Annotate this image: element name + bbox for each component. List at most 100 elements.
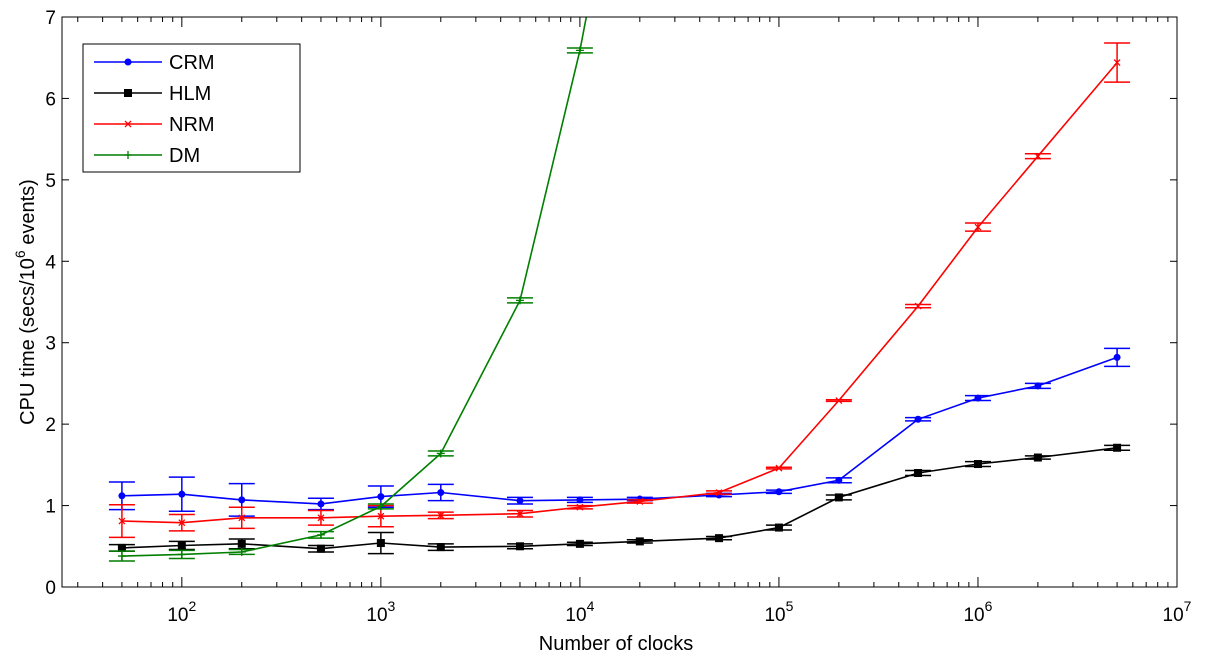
data-point-nrm xyxy=(715,489,723,497)
y-tick-label: 4 xyxy=(45,252,56,273)
data-point-nrm xyxy=(317,514,325,522)
x-tick-label: 104 xyxy=(565,598,594,626)
data-point-dm xyxy=(376,502,385,511)
x-tick-label: 106 xyxy=(963,598,992,626)
data-point-crm xyxy=(1034,382,1042,390)
data-point-hlm xyxy=(774,523,783,532)
data-point-crm xyxy=(1113,353,1121,361)
data-point-crm xyxy=(178,490,186,498)
plot-frame xyxy=(61,16,1178,588)
data-point-nrm xyxy=(1034,152,1042,160)
series-line-nrm xyxy=(121,62,1118,524)
y-tick-label: 0 xyxy=(45,578,56,599)
data-point-nrm xyxy=(775,464,783,472)
data-point-crm xyxy=(118,492,126,500)
x-tick-label: 103 xyxy=(366,598,395,626)
y-tick-label: 5 xyxy=(45,171,56,192)
x-tick-label: 105 xyxy=(764,598,793,626)
legend-label-crm: CRM xyxy=(169,52,215,74)
data-point-nrm xyxy=(118,517,126,525)
data-point-nrm xyxy=(974,223,982,231)
x-tick-label-base: 10 xyxy=(565,605,586,626)
data-point-nrm xyxy=(636,498,644,505)
x-axis-title: Number of clocks xyxy=(539,633,694,655)
data-point-hlm xyxy=(715,534,724,543)
legend-box xyxy=(82,43,301,173)
data-point-dm xyxy=(515,296,524,305)
data-point-crm xyxy=(317,500,325,508)
data-point-crm xyxy=(377,493,385,501)
x-tick-label-base: 10 xyxy=(963,605,984,626)
data-point-nrm xyxy=(914,302,922,310)
y-axis-title: CPU time (secs/106 events) xyxy=(12,179,39,425)
data-point-nrm xyxy=(178,519,186,527)
series-layer xyxy=(108,17,1131,562)
x-tick-label-exponent: 4 xyxy=(587,598,595,614)
data-point-nrm xyxy=(835,397,843,404)
data-point-dm xyxy=(575,46,584,55)
data-point-hlm xyxy=(635,537,644,546)
data-point-hlm xyxy=(237,539,246,548)
data-point-hlm xyxy=(1033,453,1042,462)
y-axis-title-tail: events) xyxy=(17,179,39,250)
data-point-dm xyxy=(117,552,126,561)
data-point-nrm xyxy=(377,512,385,520)
y-axis-title-exponent: 6 xyxy=(12,250,28,258)
data-point-dm xyxy=(237,547,246,556)
y-tick-label: 2 xyxy=(45,415,56,436)
data-point-hlm xyxy=(973,460,982,469)
data-point-nrm xyxy=(1113,59,1121,67)
legend: CRM HLM NRM DM xyxy=(82,43,301,173)
data-point-nrm xyxy=(238,514,246,522)
x-tick-label-exponent: 5 xyxy=(786,598,794,614)
x-tick-label-exponent: 3 xyxy=(388,598,396,614)
x-tick-label-base: 10 xyxy=(1163,605,1184,626)
data-point-hlm xyxy=(177,541,186,550)
data-point-crm xyxy=(238,496,246,504)
y-tick-label: 1 xyxy=(45,497,56,518)
data-point-crm xyxy=(835,476,843,484)
data-point-dm xyxy=(316,530,325,539)
data-point-hlm xyxy=(575,539,584,548)
x-tick-label-exponent: 6 xyxy=(985,598,993,614)
y-tick-label: 3 xyxy=(45,334,56,355)
series-nrm xyxy=(108,42,1131,539)
data-point-dm xyxy=(436,449,445,458)
legend-label-dm: DM xyxy=(169,145,200,167)
data-point-hlm xyxy=(834,493,843,502)
data-point-crm xyxy=(516,497,524,505)
legend-marker-dm xyxy=(124,151,132,159)
series-hlm xyxy=(108,443,1131,555)
y-tick-label: 6 xyxy=(45,89,56,110)
data-point-nrm xyxy=(516,510,524,518)
data-point-hlm xyxy=(1113,443,1122,452)
data-point-hlm xyxy=(515,542,524,551)
legend-marker-crm xyxy=(124,58,132,66)
data-point-crm xyxy=(914,415,922,423)
x-tick-label: 107 xyxy=(1163,598,1192,626)
y-tick-label: 7 xyxy=(45,8,56,29)
y-axis-title-main: CPU time (secs/10 xyxy=(17,258,39,425)
data-point-crm xyxy=(437,489,445,497)
data-point-nrm xyxy=(437,511,445,519)
data-point-crm xyxy=(576,496,584,504)
data-point-dm xyxy=(177,550,186,559)
data-point-crm xyxy=(775,488,783,496)
x-tick-label: 102 xyxy=(167,598,196,626)
data-point-hlm xyxy=(376,539,385,548)
data-point-hlm xyxy=(117,543,126,552)
x-tick-label-base: 10 xyxy=(366,605,387,626)
legend-marker-nrm xyxy=(124,120,132,128)
x-tick-label-exponent: 2 xyxy=(189,598,197,614)
x-tick-label-base: 10 xyxy=(764,605,785,626)
legend-label-hlm: HLM xyxy=(169,83,211,105)
data-point-hlm xyxy=(436,543,445,552)
series-line-crm xyxy=(121,356,1118,505)
data-point-hlm xyxy=(316,544,325,553)
legend-label-nrm: NRM xyxy=(169,114,215,136)
legend-marker-hlm xyxy=(124,89,132,97)
data-point-hlm xyxy=(914,469,923,477)
series-line-hlm xyxy=(121,447,1118,550)
